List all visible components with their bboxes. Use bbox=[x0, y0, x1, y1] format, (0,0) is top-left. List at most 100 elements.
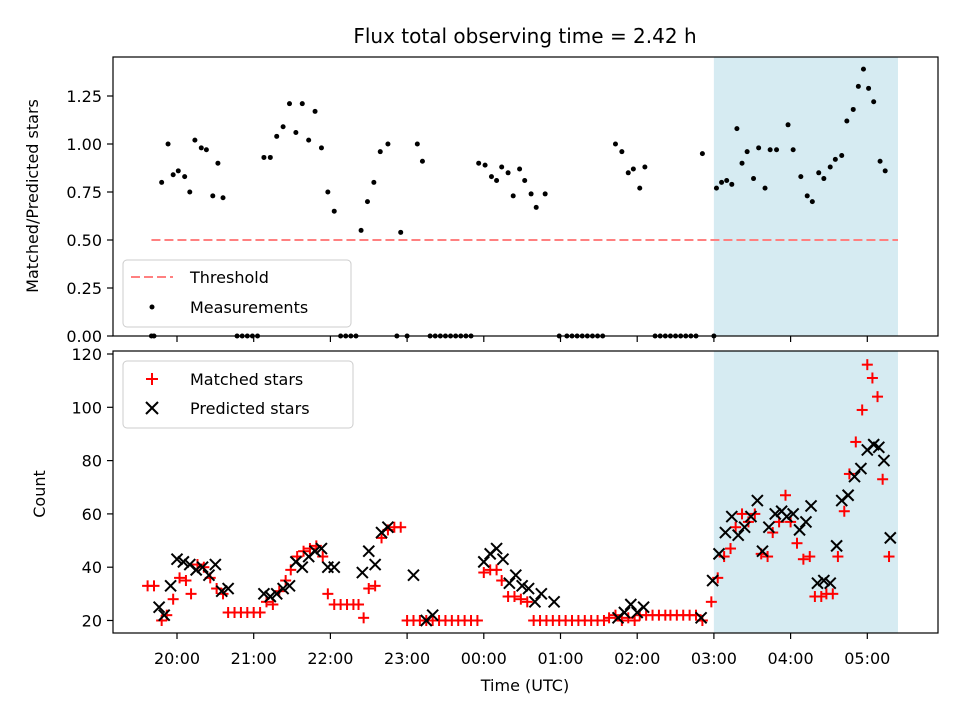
predicted-point bbox=[177, 555, 190, 569]
predicted-point bbox=[706, 574, 719, 587]
measurement-point bbox=[267, 154, 273, 160]
measurement-point bbox=[182, 174, 188, 180]
matched-point bbox=[730, 521, 742, 533]
predicted-point bbox=[196, 560, 209, 574]
measurement-point bbox=[767, 147, 773, 153]
top-legend: Threshold Measurements bbox=[122, 259, 352, 328]
predicted-point bbox=[841, 489, 855, 502]
matched-point bbox=[872, 391, 884, 403]
top-y-ticks: 0.00 0.25 0.50 0.75 1.00 1.25 bbox=[66, 87, 113, 346]
measurement-point bbox=[612, 141, 618, 147]
predicted-point bbox=[618, 606, 631, 619]
predicted-point bbox=[854, 462, 868, 475]
predicted-point bbox=[799, 515, 813, 529]
measurement-point bbox=[533, 204, 539, 210]
predicted-point bbox=[780, 510, 793, 523]
predicted-point bbox=[189, 563, 203, 577]
measurement-point bbox=[774, 147, 780, 153]
x-tick-label: 20:00 bbox=[154, 649, 200, 668]
y-tick-label: 1.00 bbox=[66, 135, 102, 154]
measurement-point bbox=[215, 160, 221, 166]
x-tick-label: 22:00 bbox=[307, 649, 353, 668]
y-tick-label: 60 bbox=[82, 505, 102, 524]
top-panel: 0.00 0.25 0.50 0.75 1.00 1.25 Matched/Predict… bbox=[23, 56, 939, 346]
predicted-point bbox=[877, 454, 891, 467]
x-tick-label: 02:00 bbox=[614, 649, 660, 668]
measurement-point bbox=[510, 193, 516, 199]
measurement-point bbox=[358, 227, 364, 233]
measurement-point bbox=[318, 145, 324, 151]
measurement-point bbox=[377, 149, 383, 155]
matched-point bbox=[785, 516, 797, 528]
predicted-point bbox=[637, 600, 650, 614]
x-tick-label: 01:00 bbox=[537, 649, 583, 668]
y-tick-label: 0.00 bbox=[66, 327, 102, 346]
predicted-point bbox=[407, 568, 420, 582]
measurement-point bbox=[839, 153, 845, 159]
matched-point bbox=[376, 532, 388, 544]
predicted-point bbox=[368, 558, 382, 571]
measurement-point bbox=[293, 129, 299, 135]
measurement-point bbox=[850, 106, 856, 112]
matched-point bbox=[861, 359, 873, 371]
y-tick-label: 0.75 bbox=[66, 183, 102, 202]
matched-point bbox=[353, 599, 365, 611]
y-tick-label: 20 bbox=[82, 612, 102, 631]
matched-point bbox=[358, 612, 370, 624]
measurement-point bbox=[364, 199, 370, 205]
predicted-point bbox=[744, 510, 758, 523]
bottom-x-axis-label: Time (UTC) bbox=[480, 676, 569, 695]
matched-point bbox=[260, 596, 272, 608]
predicted-point bbox=[769, 507, 782, 521]
measurement-point bbox=[528, 191, 534, 197]
measurement-point bbox=[476, 160, 482, 166]
measurement-point bbox=[809, 199, 815, 205]
bottom-plot-frame bbox=[112, 350, 939, 634]
predicted-point bbox=[202, 568, 216, 582]
predicted-point bbox=[811, 576, 824, 590]
predicted-point bbox=[362, 545, 375, 558]
predicted-point bbox=[170, 552, 184, 566]
legend-predicted-label: Predicted stars bbox=[190, 399, 310, 418]
measurement-point bbox=[785, 122, 791, 128]
matched-point bbox=[736, 508, 748, 520]
measurement-point bbox=[165, 141, 171, 147]
matched-point bbox=[629, 615, 641, 626]
predicted-point bbox=[725, 510, 739, 523]
measurement-point bbox=[798, 174, 804, 180]
matched-point bbox=[838, 505, 850, 517]
measurement-point bbox=[877, 158, 883, 164]
legend-threshold-label: Threshold bbox=[189, 268, 269, 287]
measurement-point bbox=[187, 189, 193, 195]
predicted-point bbox=[503, 576, 516, 590]
measurement-point bbox=[280, 124, 286, 130]
matched-point bbox=[395, 521, 407, 533]
predicted-point bbox=[315, 542, 328, 555]
predicted-point bbox=[356, 566, 369, 579]
measurement-point bbox=[522, 177, 528, 183]
bottom-highlight-span bbox=[713, 351, 898, 633]
measurement-point bbox=[762, 185, 768, 191]
predicted-point bbox=[786, 507, 800, 521]
measurement-point bbox=[855, 83, 861, 89]
matched-point bbox=[598, 615, 610, 626]
matched-point bbox=[471, 615, 483, 626]
predicted-point bbox=[872, 441, 886, 454]
predicted-point bbox=[296, 560, 309, 574]
matched-point bbox=[877, 473, 889, 485]
matched-point bbox=[322, 588, 334, 600]
predicted-point bbox=[328, 560, 341, 574]
measurement-point bbox=[734, 126, 740, 132]
predicted-point bbox=[528, 595, 542, 609]
measurement-point bbox=[198, 145, 204, 151]
measurement-point bbox=[261, 154, 267, 160]
matched-point bbox=[866, 372, 878, 384]
predicted-point bbox=[762, 521, 776, 534]
measurement-point bbox=[203, 147, 209, 153]
matched-point bbox=[167, 593, 179, 605]
predicted-point bbox=[731, 529, 745, 542]
measurement-point bbox=[637, 185, 643, 191]
measurement-point bbox=[821, 176, 827, 182]
x-tick-label: 00:00 bbox=[461, 649, 507, 668]
legend-predicted-swatch bbox=[145, 401, 159, 415]
